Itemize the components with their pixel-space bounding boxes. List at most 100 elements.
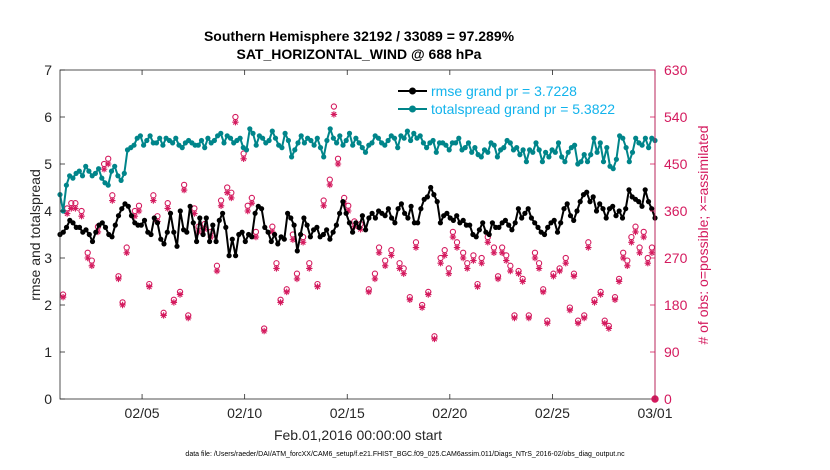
rmse-point [203, 215, 209, 221]
totalspread-point [266, 137, 272, 144]
rmse-point [515, 206, 522, 212]
rmse-point [216, 217, 222, 223]
rmse-point [431, 192, 437, 198]
rmse-point [294, 248, 300, 254]
obs-assimilated-marker [217, 202, 225, 209]
rmse-point [226, 253, 232, 259]
x-tick-label: 02/05 [125, 405, 160, 421]
obs-assimilated-marker [611, 296, 619, 303]
rmse-point [343, 210, 349, 216]
rmse-point [545, 224, 551, 230]
totalspread-point [514, 145, 520, 151]
totalspread-point [247, 126, 253, 132]
rmse-point [125, 203, 131, 209]
totalspread-point [221, 140, 227, 146]
totalspread-point [83, 163, 89, 169]
totalspread-point [108, 168, 115, 174]
obs-assimilated-marker [240, 155, 247, 162]
rmse-point [571, 217, 577, 223]
totalspread-point [160, 142, 166, 148]
totalspread-point [552, 149, 558, 155]
rmse-point [353, 220, 359, 226]
totalspread-point [536, 147, 542, 153]
obs-assimilated-marker [84, 254, 91, 262]
totalspread-point [533, 140, 539, 146]
rmse-point [194, 238, 200, 245]
rmse-point [619, 215, 626, 221]
obs-assimilated-marker [519, 278, 526, 285]
rmse-point [76, 224, 83, 230]
totalspread-point [578, 159, 584, 165]
rmse-point [167, 210, 174, 216]
obs-assimilated-marker [640, 233, 647, 241]
rmse-point [148, 231, 154, 238]
obs-assimilated-marker [628, 239, 635, 246]
rmse-point [558, 220, 564, 226]
rmse-point [593, 208, 600, 214]
totalspread-point [546, 154, 552, 160]
totalspread-point [642, 135, 649, 141]
y-tick-right-label: 360 [664, 203, 688, 219]
totalspread-point [356, 140, 362, 146]
totalspread-point [613, 156, 620, 162]
rmse-point [207, 238, 213, 245]
obs-assimilated-marker [453, 244, 461, 251]
rmse-point [330, 229, 336, 235]
rmse-point [200, 231, 206, 238]
obs-assimilated-marker [123, 249, 130, 256]
rmse-point [350, 229, 356, 235]
obs-assimilated-marker [228, 194, 235, 202]
totalspread-point [478, 154, 484, 160]
rmse-point [564, 201, 570, 207]
rmse-point [587, 199, 593, 205]
obs-assimilated-marker [150, 197, 157, 204]
totalspread-point [462, 145, 468, 151]
y-tick-label: 4 [44, 203, 52, 219]
totalspread-point [340, 142, 346, 148]
obs-assimilated-marker [544, 320, 551, 327]
totalspread-point [604, 145, 610, 151]
obs-assimilated-marker [213, 267, 221, 275]
rmse-point [467, 222, 473, 228]
obs-assimilated-marker [115, 275, 122, 283]
rmse-point [444, 210, 450, 216]
totalspread-point [382, 142, 388, 148]
totalspread-point [285, 137, 291, 144]
rmse-point [333, 222, 339, 228]
rmse-point [408, 203, 414, 209]
obs-assimilated-marker [597, 291, 604, 298]
totalspread-point [76, 168, 82, 174]
obs-assimilated-marker [396, 265, 403, 272]
totalspread-point [298, 133, 304, 139]
y-axis-ticks: 0 1 2 3 4 5 6 7 [44, 62, 65, 407]
rmse-point [359, 213, 365, 219]
obs-assimilated-marker [556, 267, 563, 275]
obs-assimilated-marker [59, 293, 67, 301]
obs-assimilated-marker [314, 283, 321, 290]
y-axis-right-label: # of obs: o=possible; ×=assimilated [695, 125, 711, 344]
totalspread-point [63, 182, 69, 188]
obs-possible-marker [330, 103, 338, 110]
rmse-point [184, 229, 190, 235]
totalspread-point [96, 166, 102, 172]
rmse-point [636, 199, 642, 205]
rmse-point [363, 227, 369, 233]
rmse-point [389, 215, 395, 221]
totalspread-point [79, 173, 86, 179]
obs-assimilated-marker [320, 202, 327, 209]
rmse-point [281, 236, 287, 242]
obs-assimilated-marker [470, 257, 477, 264]
rmse-point [574, 208, 580, 214]
rmse-point [639, 203, 645, 209]
obs-assimilated-marker [431, 335, 438, 343]
obs-assimilated-marker [531, 254, 539, 262]
obs-assimilated-marker [330, 111, 338, 118]
totalspread-point [375, 135, 381, 141]
obs-assimilated-marker [232, 119, 239, 126]
y-tick-label: 2 [44, 297, 52, 313]
totalspread-point [639, 142, 645, 148]
rmse-point [239, 229, 245, 235]
obs-assimilated-marker [326, 181, 334, 189]
x-tick-label: 03/01 [637, 405, 672, 421]
rmse-point [476, 227, 482, 233]
